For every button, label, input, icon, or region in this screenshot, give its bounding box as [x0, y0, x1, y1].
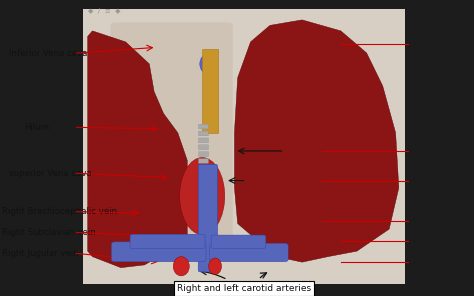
Text: Hilum: Hilum: [24, 123, 49, 132]
FancyBboxPatch shape: [210, 243, 288, 262]
FancyBboxPatch shape: [199, 145, 209, 149]
Polygon shape: [88, 31, 187, 268]
FancyBboxPatch shape: [199, 159, 209, 163]
FancyBboxPatch shape: [110, 22, 233, 254]
Text: Right Jugular vein: Right Jugular vein: [2, 249, 79, 258]
Text: Right and left carotid arteries: Right and left carotid arteries: [177, 284, 311, 293]
FancyBboxPatch shape: [83, 9, 405, 284]
Text: Right Subclavian vein: Right Subclavian vein: [2, 228, 96, 237]
Ellipse shape: [173, 257, 189, 276]
Text: Right Brachiocephalic vein: Right Brachiocephalic vein: [2, 207, 118, 216]
FancyBboxPatch shape: [199, 152, 209, 157]
Ellipse shape: [209, 258, 221, 274]
FancyBboxPatch shape: [199, 138, 209, 143]
Ellipse shape: [200, 54, 214, 74]
FancyBboxPatch shape: [198, 164, 218, 272]
Text: ◆  ∕  ≡  ◆: ◆ ∕ ≡ ◆: [88, 7, 120, 13]
FancyBboxPatch shape: [111, 242, 206, 262]
FancyBboxPatch shape: [199, 124, 209, 129]
Text: superior Vena cava: superior Vena cava: [9, 169, 92, 178]
Text: Inferior Vena cava: Inferior Vena cava: [9, 49, 88, 58]
FancyBboxPatch shape: [130, 234, 205, 249]
Polygon shape: [235, 20, 399, 262]
FancyBboxPatch shape: [211, 235, 266, 248]
Ellipse shape: [180, 157, 225, 235]
FancyBboxPatch shape: [199, 131, 209, 136]
FancyBboxPatch shape: [202, 49, 219, 134]
